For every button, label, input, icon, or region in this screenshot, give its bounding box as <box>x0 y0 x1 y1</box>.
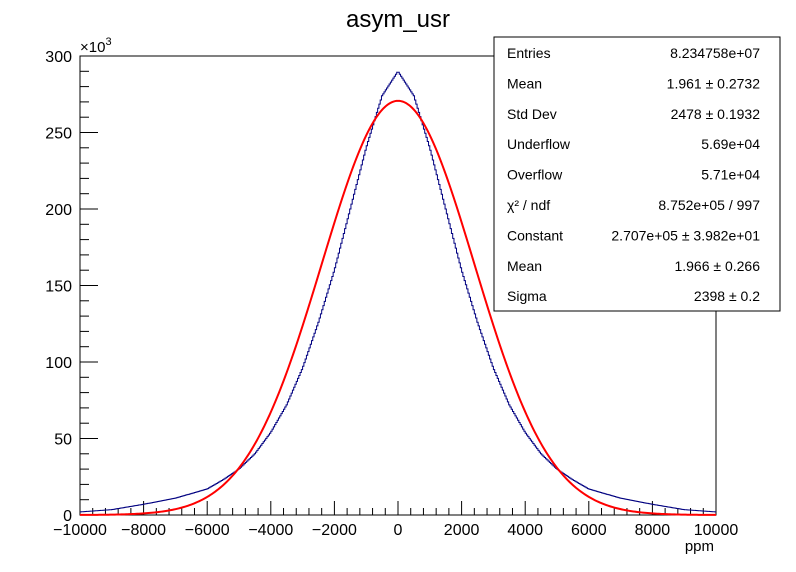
stats-label: Std Dev <box>507 106 557 122</box>
stats-value: 2478 ± 0.1932 <box>671 106 761 122</box>
stats-value: 8.752e+05 / 997 <box>658 197 760 213</box>
stats-value: 1.961 ± 0.2732 <box>667 75 761 91</box>
x-tick-label: −8000 <box>121 522 166 539</box>
x-tick-label: 2000 <box>444 522 480 539</box>
stats-label: χ² / ndf <box>507 197 550 213</box>
x-tick-label: −4000 <box>248 522 293 539</box>
x-tick-label: −2000 <box>312 522 357 539</box>
gaussian-fit-curve <box>79 99 717 516</box>
stats-box-frame <box>493 36 781 312</box>
stats-label: Sigma <box>507 288 547 304</box>
stats-label: Constant <box>507 227 563 243</box>
x-tick-label: −6000 <box>185 522 230 539</box>
y-tick-label: 300 <box>45 49 72 66</box>
y-axis: 0 50 100 150 200 250 300 <box>45 49 98 525</box>
stats-label: Mean <box>507 75 542 91</box>
stats-value: 1.966 ± 0.266 <box>674 258 760 274</box>
x-axis-label: ppm <box>685 538 714 555</box>
stats-label: Mean <box>507 258 542 274</box>
histogram-outline <box>80 71 716 513</box>
x-tick-label: 10000 <box>694 522 739 539</box>
x-tick-label: 6000 <box>571 522 607 539</box>
stats-label: Underflow <box>507 136 571 152</box>
stats-value: 8.234758e+07 <box>670 45 760 61</box>
y-tick-label: 50 <box>54 432 72 449</box>
y-tick-label: 250 <box>45 126 72 143</box>
y-tick-label: 0 <box>63 508 72 525</box>
y-tick-label: 100 <box>45 355 72 372</box>
stats-value: 5.69e+04 <box>701 136 760 152</box>
x-axis: −10000 −8000 −6000 −4000 −2000 0 2000 4000 6000 8… <box>53 501 738 539</box>
y-multiplier: ×103 <box>80 36 112 56</box>
stats-label: Entries <box>507 45 551 61</box>
stats-rows: Entries 8.234758e+07 Mean 1.961 ± 0.2732 Std… <box>507 45 760 304</box>
x-tick-label: 4000 <box>507 522 543 539</box>
x-tick-label: −10000 <box>53 522 107 539</box>
y-tick-label: 200 <box>45 202 72 219</box>
stats-value: 5.71e+04 <box>701 167 760 183</box>
series-layer <box>79 71 717 516</box>
stats-value: 2.707e+05 ± 3.982e+01 <box>611 227 760 243</box>
stats-box: Entries 8.234758e+07 Mean 1.961 ± 0.2732 Std… <box>493 36 781 312</box>
chart-title: asym_usr <box>346 6 450 33</box>
x-tick-label: 0 <box>394 522 403 539</box>
y-tick-label: 150 <box>45 279 72 296</box>
x-tick-label: 8000 <box>635 522 671 539</box>
stats-value: 2398 ± 0.2 <box>694 288 760 304</box>
stats-label: Overflow <box>507 167 563 183</box>
